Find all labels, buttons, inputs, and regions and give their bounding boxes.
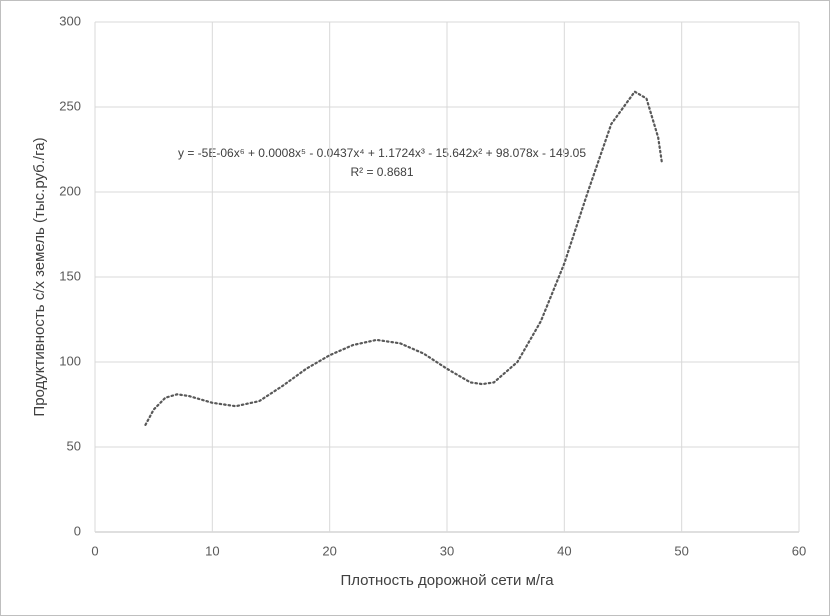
y-tick-label: 150 [59,268,81,283]
y-tick-label: 100 [59,353,81,368]
x-tick-label: 60 [792,543,806,558]
y-tick-label: 200 [59,183,81,198]
y-tick-label: 0 [74,523,81,538]
y-tick-label: 300 [59,13,81,28]
trend-equation: y = -5E-06x⁶ + 0.0008x⁵ - 0.0437x⁴ + 1.1… [178,146,586,160]
r-squared: R² = 0.8681 [350,165,413,179]
x-tick-label: 10 [205,543,219,558]
x-tick-label: 0 [91,543,98,558]
x-tick-label: 40 [557,543,571,558]
y-axis-label: Продуктивность с/х земель (тыс.руб./га) [31,137,48,416]
x-tick-label: 50 [674,543,688,558]
y-tick-label: 50 [67,438,81,453]
trend-line [144,90,663,426]
x-axis-label: Плотность дорожной сети м/га [340,572,554,589]
x-tick-label: 30 [440,543,454,558]
y-tick-label: 250 [59,98,81,113]
x-tick-label: 20 [322,543,336,558]
